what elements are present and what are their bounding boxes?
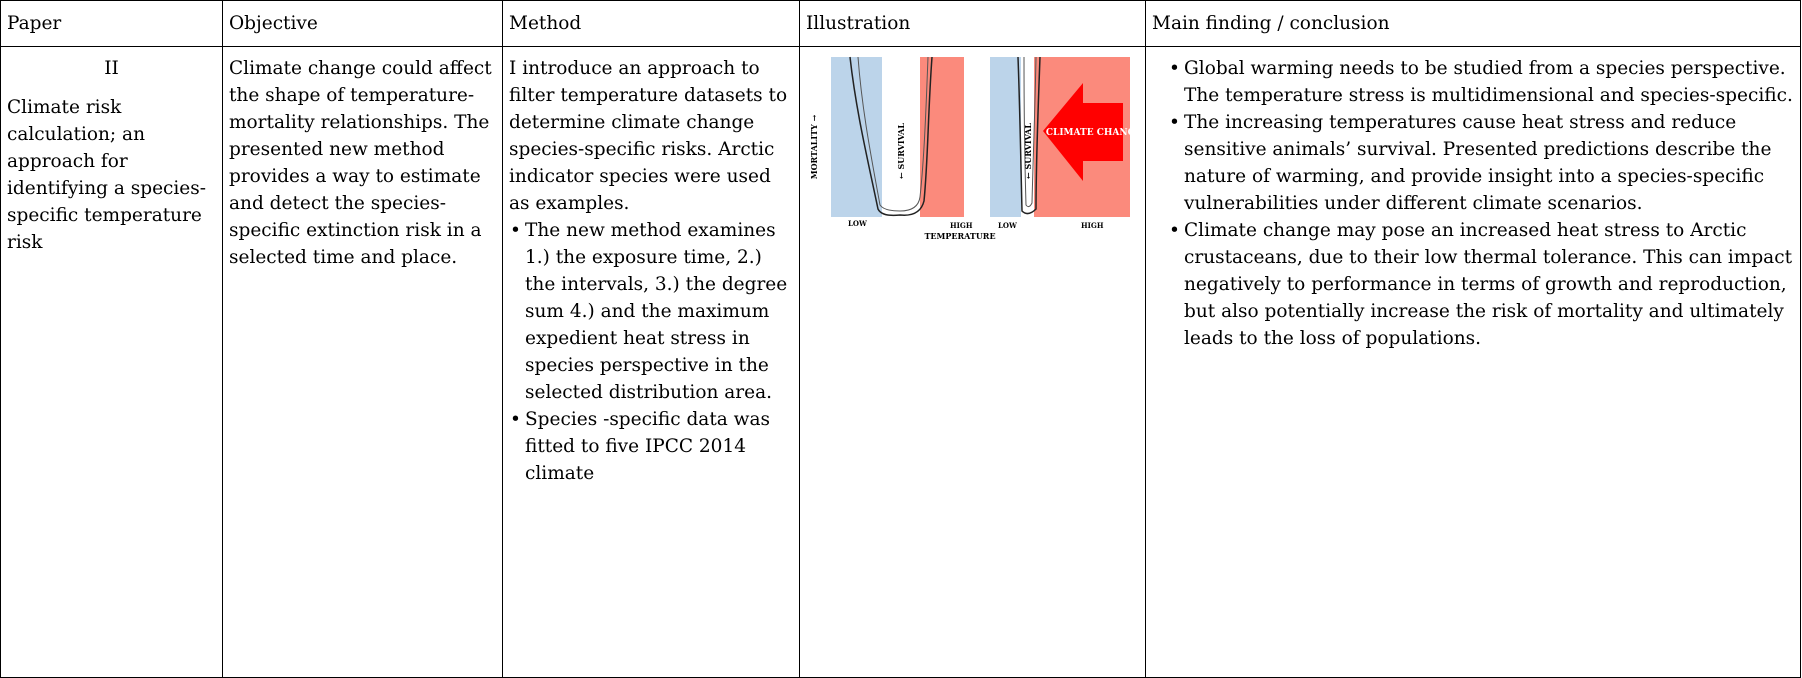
- tolerance-curve: [1017, 56, 1041, 215]
- climate-arrow: [1043, 83, 1123, 181]
- paper-title: Climate risk calculation; an approach fo…: [7, 97, 206, 253]
- method-bullet: The new method examines 1.) the exposure…: [510, 217, 793, 406]
- arrow-label: CLIMATE CHANGE: [1046, 128, 1142, 138]
- finding-bullet: Climate change may pose an increased hea…: [1169, 217, 1794, 352]
- tolerance-curve: [1023, 56, 1037, 208]
- x-label: TEMPERATURE: [924, 231, 995, 241]
- header-row: Paper Objective Method Illustration Main…: [0, 0, 1801, 47]
- high-label: HIGH: [950, 221, 973, 230]
- findings-list: Global warming needs to be studied from …: [1168, 55, 1794, 352]
- findings-cell: Global warming needs to be studied from …: [1145, 46, 1801, 678]
- body-row: II Climate risk calculation; an approach…: [0, 46, 1801, 678]
- cold-zone: [990, 57, 1021, 217]
- objective-text: Climate change could affect the shape of…: [229, 58, 492, 268]
- header-cell: Illustration: [799, 0, 1146, 47]
- header-cell: Method: [502, 0, 800, 47]
- y-label: MORTALITY →: [809, 114, 819, 179]
- header-cell: Paper: [0, 0, 223, 47]
- illustration: CLIMATE CHANGE MORTALITY → ← SURVIVAL ← …: [809, 56, 1142, 241]
- tolerance-curve: [857, 56, 929, 212]
- illustration-cell: CLIMATE CHANGE MORTALITY → ← SURVIVAL ← …: [799, 46, 1146, 678]
- finding-bullet: The increasing temperatures cause heat s…: [1169, 109, 1794, 217]
- low-label: LOW: [848, 219, 867, 228]
- finding-bullet: Global warming needs to be studied from …: [1169, 55, 1794, 109]
- survival-label: ← SURVIVAL: [1023, 123, 1033, 179]
- low-label: LOW: [998, 221, 1017, 230]
- method-cell: I introduce an approach to filter temper…: [502, 46, 800, 678]
- survival-label: ← SURVIVAL: [896, 123, 906, 179]
- method-bullet: Species -specific data was fitted to fiv…: [510, 406, 793, 487]
- method-intro: I introduce an approach to filter temper…: [509, 58, 788, 214]
- high-label: HIGH: [1081, 221, 1104, 230]
- survival-zone: [882, 57, 920, 217]
- objective-cell: Climate change could affect the shape of…: [222, 46, 503, 678]
- method-list: The new method examines 1.) the exposure…: [509, 217, 793, 487]
- tolerance-curve: [849, 56, 933, 217]
- paper-number: II: [104, 58, 119, 79]
- header-cell: Objective: [222, 0, 503, 47]
- paper-cell: II Climate risk calculation; an approach…: [0, 46, 223, 678]
- header-cell: Main finding / conclusion: [1145, 0, 1801, 47]
